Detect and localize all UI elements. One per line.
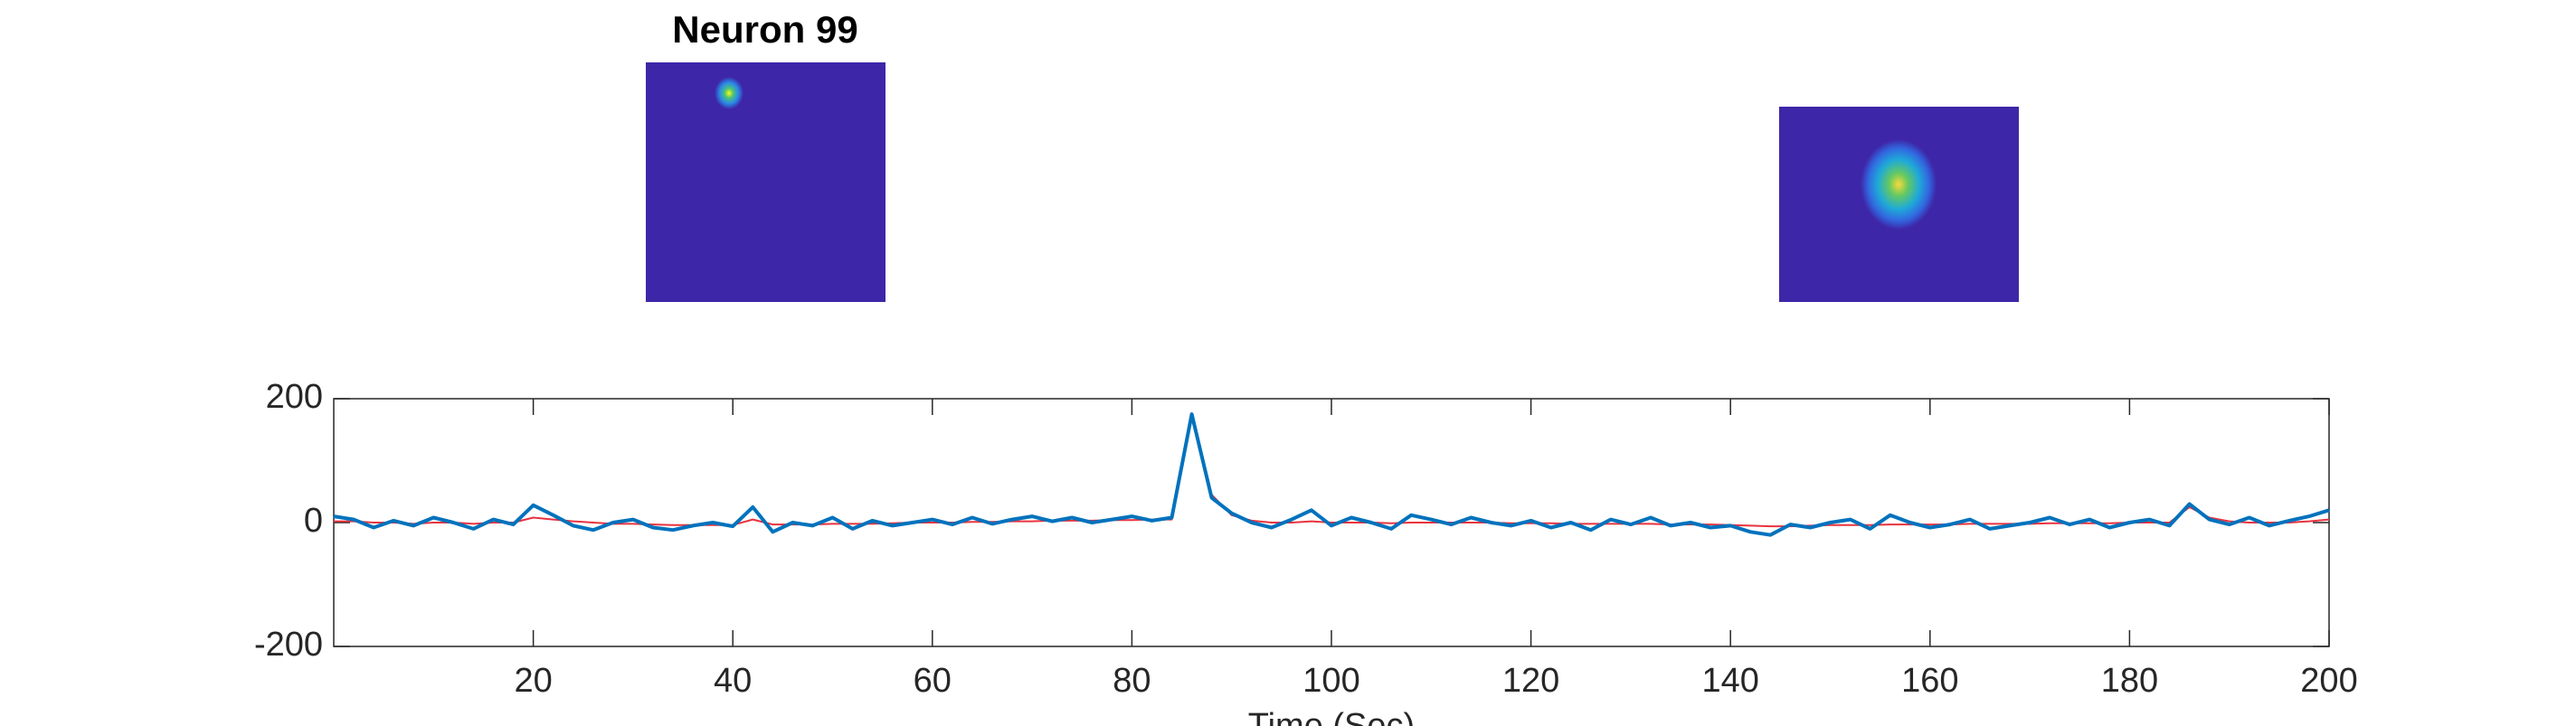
x-tick-label: 100 — [1302, 662, 1359, 700]
y-tick-label: 200 — [266, 378, 323, 416]
x-tick-label: 40 — [714, 662, 752, 700]
x-axis-label: Time (Sec) — [1248, 707, 1415, 726]
series-line — [333, 412, 2330, 537]
series-line — [334, 416, 2330, 528]
x-tick-label: 200 — [2300, 662, 2357, 700]
x-tick-label: 80 — [1113, 662, 1151, 700]
neuron-footprint — [646, 62, 886, 302]
chart-title: Neuron 99 — [672, 8, 857, 51]
x-tick-label: 140 — [1701, 662, 1758, 700]
y-tick-label: -200 — [254, 626, 323, 664]
footprint-blob — [715, 77, 743, 109]
zoom-blob — [1861, 139, 1937, 230]
x-tick-label: 60 — [914, 662, 952, 700]
x-tick-label: 180 — [2101, 662, 2158, 700]
x-tick-label: 20 — [514, 662, 552, 700]
x-tick-label: 160 — [1901, 662, 1958, 700]
y-tick-label: 0 — [304, 502, 323, 540]
x-tick-label: 120 — [1502, 662, 1559, 700]
